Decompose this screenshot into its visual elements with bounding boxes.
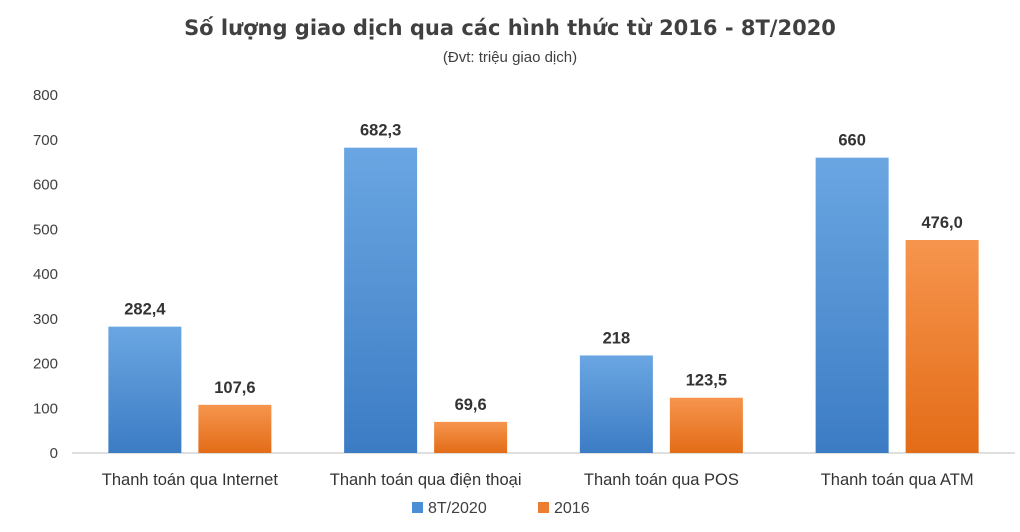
data-label: 69,6: [455, 396, 487, 414]
bar-series2: [434, 421, 508, 453]
data-label: 682,3: [360, 122, 401, 140]
bar-series1: [815, 157, 889, 453]
y-tick-label: 100: [33, 400, 58, 417]
chart-title: Số lượng giao dịch qua các hình thức từ …: [184, 16, 836, 40]
chart-subtitle: (Đvt: triệu giao dịch): [443, 49, 577, 66]
bar-series1: [579, 355, 653, 453]
bar-series2: [905, 239, 979, 453]
y-tick-label: 600: [33, 177, 58, 194]
bars: [108, 147, 979, 453]
y-tick-label: 300: [33, 311, 58, 328]
data-label: 476,0: [921, 214, 962, 232]
data-label: 282,4: [124, 301, 166, 319]
y-tick-label: 200: [33, 356, 58, 373]
y-axis: 0 100 200 300 400 500 600 700 800: [33, 87, 58, 462]
y-tick-label: 0: [50, 445, 58, 462]
x-tick-label: Thanh toán qua POS: [584, 471, 739, 489]
bar-series1: [108, 326, 182, 453]
x-axis: Thanh toán qua Internet Thanh toán qua đi…: [102, 471, 974, 489]
data-label: 660: [838, 132, 866, 150]
legend-label: 8T/2020: [428, 500, 487, 517]
x-tick-label: Thanh toán qua Internet: [102, 471, 279, 489]
bar-series2: [198, 404, 272, 453]
y-tick-label: 400: [33, 266, 58, 283]
y-tick-label: 700: [33, 132, 58, 149]
y-tick-label: 800: [33, 87, 58, 104]
legend-swatch: [412, 502, 423, 513]
legend-swatch: [538, 502, 549, 513]
y-tick-label: 500: [33, 221, 58, 238]
x-tick-label: Thanh toán qua ATM: [821, 471, 974, 489]
x-tick-label: Thanh toán qua điện thoại: [330, 471, 522, 489]
bar-series2: [669, 397, 743, 453]
data-label: 107,6: [214, 379, 255, 397]
data-label: 123,5: [686, 372, 727, 390]
legend: 8T/2020 2016: [412, 500, 590, 517]
data-label: 218: [603, 329, 631, 347]
data-labels: 282,4 107,6 682,3 69,6 218 123,5 660 476,0: [124, 122, 963, 414]
legend-label: 2016: [554, 500, 590, 517]
bar-series1: [344, 147, 418, 453]
